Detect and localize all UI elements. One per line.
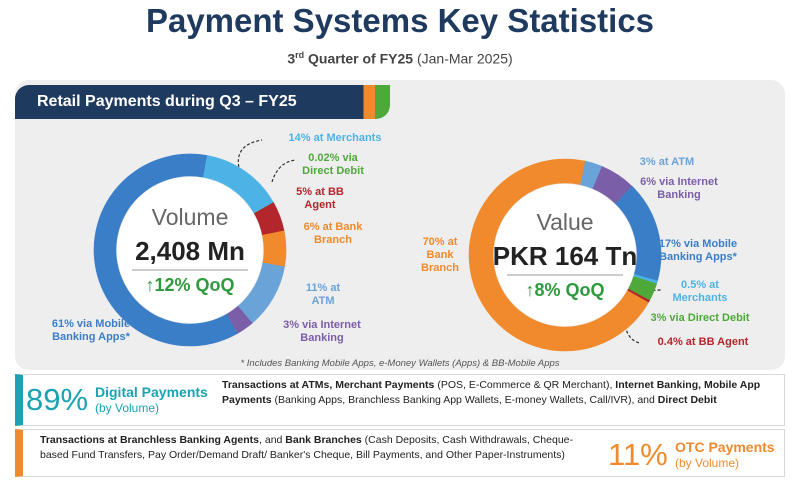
donut-segment — [93, 153, 238, 347]
donut-hole — [117, 177, 263, 323]
description-part: (Cash Deposits, Cash Withdrawals, Cheque… — [40, 434, 574, 461]
donut-total: PKR 164 Tn — [492, 241, 638, 271]
summary-percent: 89% — [26, 382, 89, 417]
summary-description: Transactions at ATMs, Merchant Payments … — [222, 378, 777, 408]
description-part: Transactions at Branchless Banking Agent… — [40, 434, 260, 446]
donut-title: Value — [536, 209, 594, 235]
segment-label: 6% at Bank Branch — [303, 221, 363, 246]
segment-label: 0.4% at BB Agent — [657, 336, 749, 348]
segment-label: 11% at ATM — [305, 282, 341, 307]
summary-subtitle: (by Volume) — [675, 456, 740, 470]
donut-title: Volume — [151, 204, 229, 230]
period: (Jan-Mar 2025) — [416, 50, 513, 67]
segment-label: 3% at ATM — [639, 156, 695, 168]
segment-label: 17% via Mobile Banking Apps* — [658, 238, 738, 263]
callout — [623, 315, 641, 344]
segment-label: 6% via Internet Banking — [640, 176, 718, 201]
summary-percent: 11% — [608, 437, 668, 472]
segment-label: 0.02% via Direct Debit — [302, 152, 364, 177]
footnote: * Includes Banking Mobile Apps, e-Money … — [240, 358, 560, 369]
donut-change: ↑8% QoQ — [525, 280, 605, 300]
callout — [237, 139, 263, 173]
callout — [271, 159, 297, 183]
summary-title: Digital Payments — [95, 384, 208, 400]
summary-subtitle: (by Volume) — [95, 401, 160, 415]
description-part: Bank Branches — [285, 434, 362, 446]
description-part: Internet Banking, Mobile App Payments — [222, 379, 764, 406]
banner-bg — [15, 85, 390, 119]
description-part: (Banking Apps, Branchless Banking App Wa… — [271, 394, 658, 406]
quarter-rest: Quarter of FY25 — [304, 50, 414, 67]
segment-label: 70% at Bank Branch — [421, 236, 459, 274]
description-part: Direct Debit — [657, 394, 717, 406]
summary-description: Transactions at Branchless Banking Agent… — [40, 433, 595, 463]
segment-label: 14% at Merchants — [288, 132, 382, 144]
title: Payment Systems Key Statistics — [145, 2, 655, 39]
segment-label: 5% at BB Agent — [296, 186, 344, 211]
segment-label: 3% via Internet Banking — [283, 319, 361, 344]
description-part: , and — [259, 434, 286, 446]
quarter-sup: rd — [295, 50, 305, 60]
subtitle: 3rd Quarter of FY25 (Jan-Mar 2025) — [0, 50, 800, 67]
segment-label: 0.5% at Merchants — [672, 279, 728, 304]
donut-segment — [468, 158, 649, 352]
summary-title: OTC Payments — [675, 439, 775, 455]
quarter-num: 3 — [287, 50, 296, 67]
segment-label: 61% via Mobile Banking Apps* — [51, 318, 131, 343]
description-part: (POS, E-Commerce & QR Merchant), — [434, 379, 616, 391]
otc-box — [15, 429, 785, 477]
digital-box — [15, 374, 785, 426]
segment-label: 3% via Direct Debit — [650, 312, 750, 324]
banner: Retail Payments during Q3 – FY25 — [37, 93, 297, 110]
donut-change: ↑12% QoQ — [145, 275, 235, 295]
donut-hole — [494, 184, 636, 326]
donut-total: 2,408 Mn — [135, 236, 245, 266]
description-part: Transactions at ATMs, Merchant Payments — [222, 379, 435, 391]
